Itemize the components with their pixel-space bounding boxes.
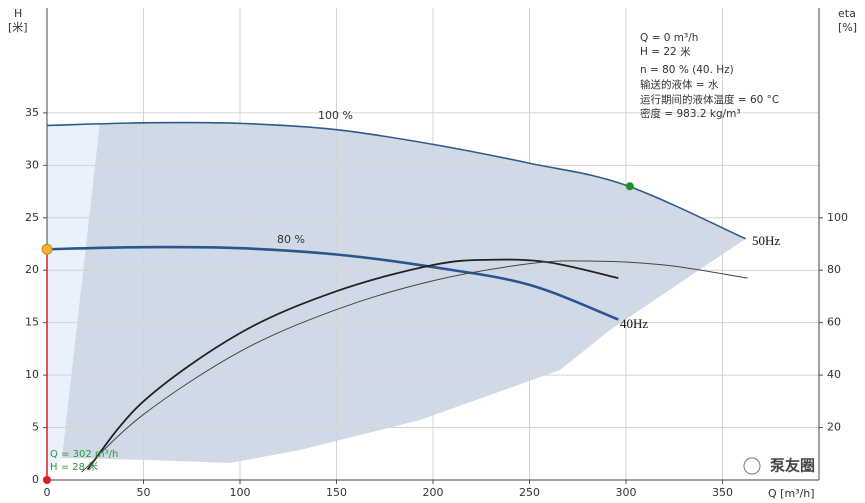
x-tick-label: 0 — [44, 486, 51, 499]
y2-axis-unit: [%] — [838, 21, 857, 34]
curve-label: 100 % — [318, 109, 353, 122]
curve-label: 50Hz — [752, 233, 780, 248]
efficiency-curve — [81, 260, 748, 473]
x-tick-label: 350 — [712, 486, 733, 499]
curve-label: 80 % — [277, 233, 305, 246]
y-tick-label: 25 — [25, 211, 39, 224]
y2-tick-label: 60 — [827, 316, 841, 329]
info-line: 运行期间的液体温度 = 60 °C — [640, 93, 779, 106]
operating-point — [43, 476, 51, 484]
y2-tick-label: 40 — [827, 368, 841, 381]
pump-curve — [46, 245, 619, 321]
y2-axis-label: eta — [838, 7, 856, 20]
watermark-icon — [743, 457, 761, 475]
y-tick-label: 0 — [32, 473, 39, 486]
y-tick-label: 15 — [25, 316, 39, 329]
operating-label: Q = 302 m³/h — [50, 449, 118, 460]
x-tick-label: 150 — [326, 486, 347, 499]
y-axis-label: H — [14, 7, 22, 20]
y-tick-label: 10 — [25, 368, 39, 381]
y-axis-unit: [米] — [8, 21, 28, 34]
y-tick-label: 20 — [25, 263, 39, 276]
x-axis-label: Q [m³/h] — [768, 487, 815, 500]
y-tick-label: 5 — [32, 421, 39, 434]
y-tick-label: 30 — [25, 158, 39, 171]
info-line: 输送的液体 = 水 — [640, 78, 719, 91]
efficiency-curve — [86, 258, 619, 471]
info-line: 密度 = 983.2 kg/m³ — [640, 107, 741, 120]
low-flow-region — [47, 122, 100, 470]
info-line: Q = 0 m³/h — [640, 32, 698, 44]
x-tick-label: 250 — [519, 486, 540, 499]
info-line: n = 80 % (40. Hz) — [640, 64, 734, 76]
y-tick-label: 35 — [25, 106, 39, 119]
y2-tick-label: 100 — [827, 211, 848, 224]
operating-region — [47, 122, 746, 471]
x-tick-label: 200 — [423, 486, 444, 499]
x-tick-label: 100 — [230, 486, 251, 499]
operating-label: H = 28 米 — [50, 460, 98, 473]
y2-tick-label: 80 — [827, 263, 841, 276]
info-line: H = 22 米 — [640, 45, 691, 58]
operating-point — [41, 243, 53, 255]
y2-tick-label: 20 — [827, 421, 841, 434]
pump-curve — [46, 121, 746, 240]
curve-label: 40Hz — [620, 316, 648, 331]
x-tick-label: 300 — [616, 486, 637, 499]
watermark: 泵友圈 — [770, 457, 815, 475]
operating-point — [625, 182, 634, 191]
x-tick-label: 50 — [137, 486, 151, 499]
